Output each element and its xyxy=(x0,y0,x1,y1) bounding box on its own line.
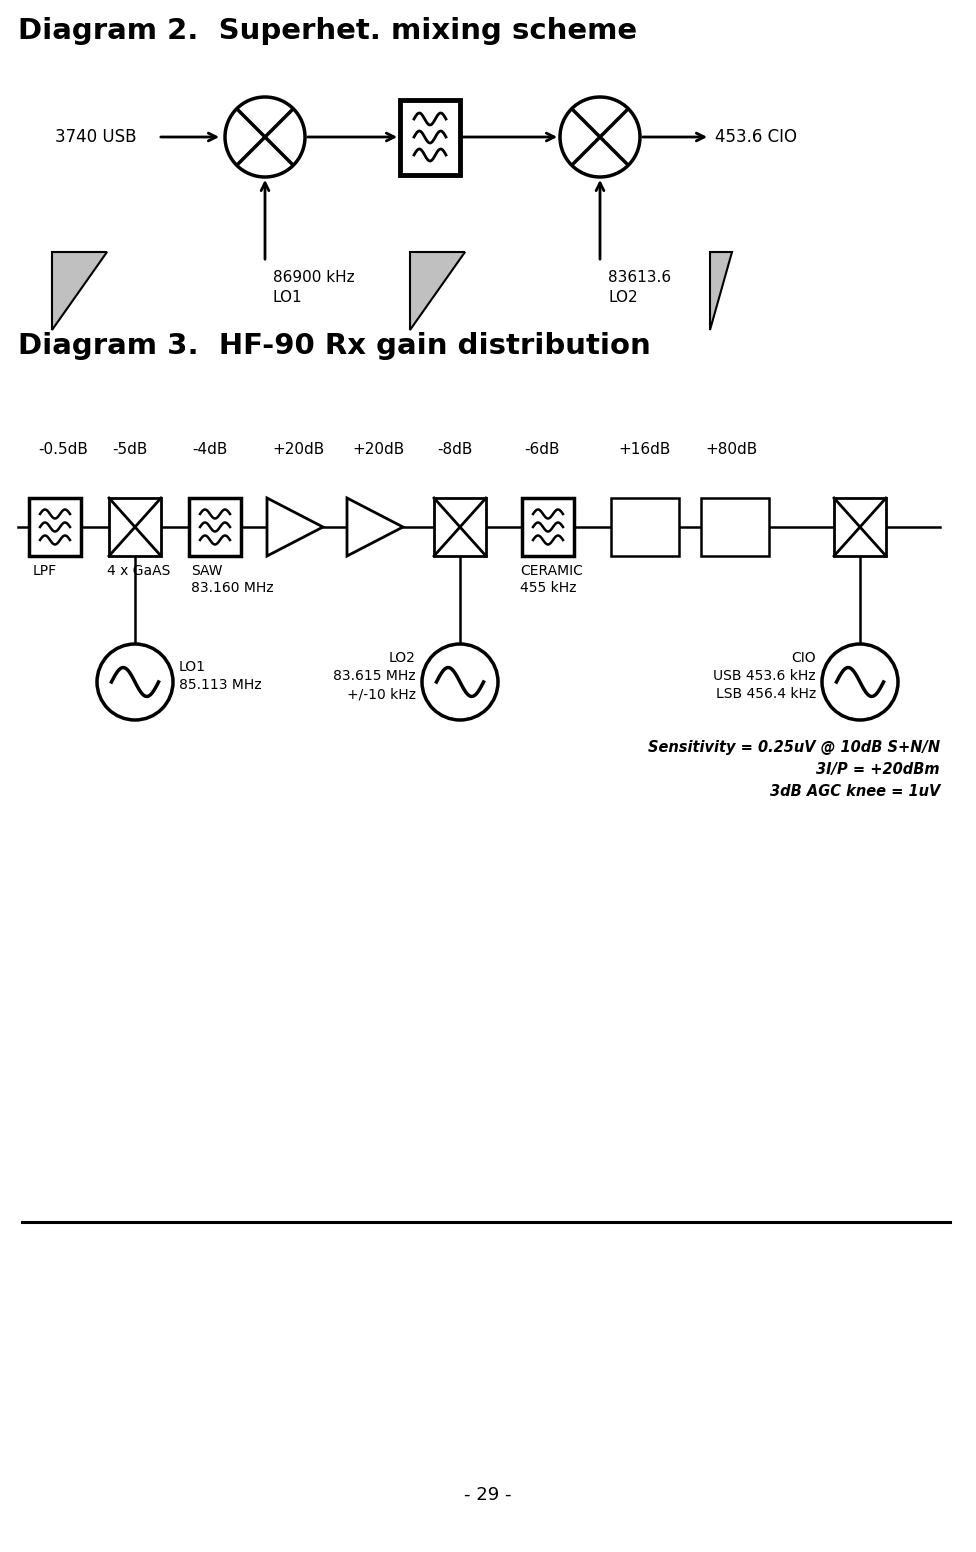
Text: 83613.6: 83613.6 xyxy=(608,270,671,286)
Polygon shape xyxy=(410,251,465,331)
Polygon shape xyxy=(267,498,323,556)
Text: Diagram 2.  Superhet. mixing scheme: Diagram 2. Superhet. mixing scheme xyxy=(18,17,637,45)
Text: +16dB: +16dB xyxy=(618,442,671,456)
Text: -0.5dB: -0.5dB xyxy=(38,442,88,456)
Text: ERA3: ERA3 xyxy=(355,518,387,531)
Text: 453.6 CIO: 453.6 CIO xyxy=(715,127,797,146)
Polygon shape xyxy=(710,251,732,331)
Text: -8dB: -8dB xyxy=(437,442,472,456)
Text: -6dB: -6dB xyxy=(524,442,559,456)
Text: TDA
1572
STAGE 1: TDA 1572 STAGE 1 xyxy=(621,503,670,546)
Text: -5dB: -5dB xyxy=(112,442,147,456)
Text: ATF
13736: ATF 13736 xyxy=(269,508,306,535)
Bar xyxy=(434,498,486,556)
Bar xyxy=(834,498,886,556)
Bar xyxy=(701,498,769,556)
Text: 86900 kHz: 86900 kHz xyxy=(273,270,354,286)
Text: LO1
85.113 MHz: LO1 85.113 MHz xyxy=(179,660,262,692)
Text: CIO
USB 453.6 kHz
LSB 456.4 kHz: CIO USB 453.6 kHz LSB 456.4 kHz xyxy=(713,650,816,702)
Bar xyxy=(109,498,161,556)
Circle shape xyxy=(422,644,498,720)
Text: LO2: LO2 xyxy=(608,290,637,306)
Text: 4 x GaAS: 4 x GaAS xyxy=(107,563,171,577)
Bar xyxy=(522,498,574,556)
Bar xyxy=(29,498,81,556)
Text: 3740 USB: 3740 USB xyxy=(55,127,137,146)
Text: +20dB: +20dB xyxy=(352,442,404,456)
Text: Sensitivity = 0.25uV @ 10dB S+N/N
3I/P = +20dBm
3dB AGC knee = 1uV: Sensitivity = 0.25uV @ 10dB S+N/N 3I/P =… xyxy=(648,740,940,799)
Text: - 29 -: - 29 - xyxy=(465,1485,511,1504)
Circle shape xyxy=(97,644,173,720)
Bar xyxy=(189,498,241,556)
Circle shape xyxy=(822,644,898,720)
Text: SAW
83.160 MHz: SAW 83.160 MHz xyxy=(191,563,273,596)
Text: Diagram 3.  HF-90 Rx gain distribution: Diagram 3. HF-90 Rx gain distribution xyxy=(18,332,651,360)
Text: -4dB: -4dB xyxy=(192,442,227,456)
Polygon shape xyxy=(52,251,107,331)
Text: CERAMIC
455 kHz: CERAMIC 455 kHz xyxy=(520,563,583,596)
Text: LO1: LO1 xyxy=(273,290,303,306)
Bar xyxy=(400,99,460,174)
Polygon shape xyxy=(347,498,403,556)
Text: TDA
1572
STAGE 2: TDA 1572 STAGE 2 xyxy=(711,503,759,546)
Text: +20dB: +20dB xyxy=(272,442,324,456)
Text: +80dB: +80dB xyxy=(705,442,757,456)
Text: LO2
83.615 MHz
+/-10 kHz: LO2 83.615 MHz +/-10 kHz xyxy=(334,650,416,702)
Bar xyxy=(611,498,679,556)
Text: LPF: LPF xyxy=(33,563,58,577)
